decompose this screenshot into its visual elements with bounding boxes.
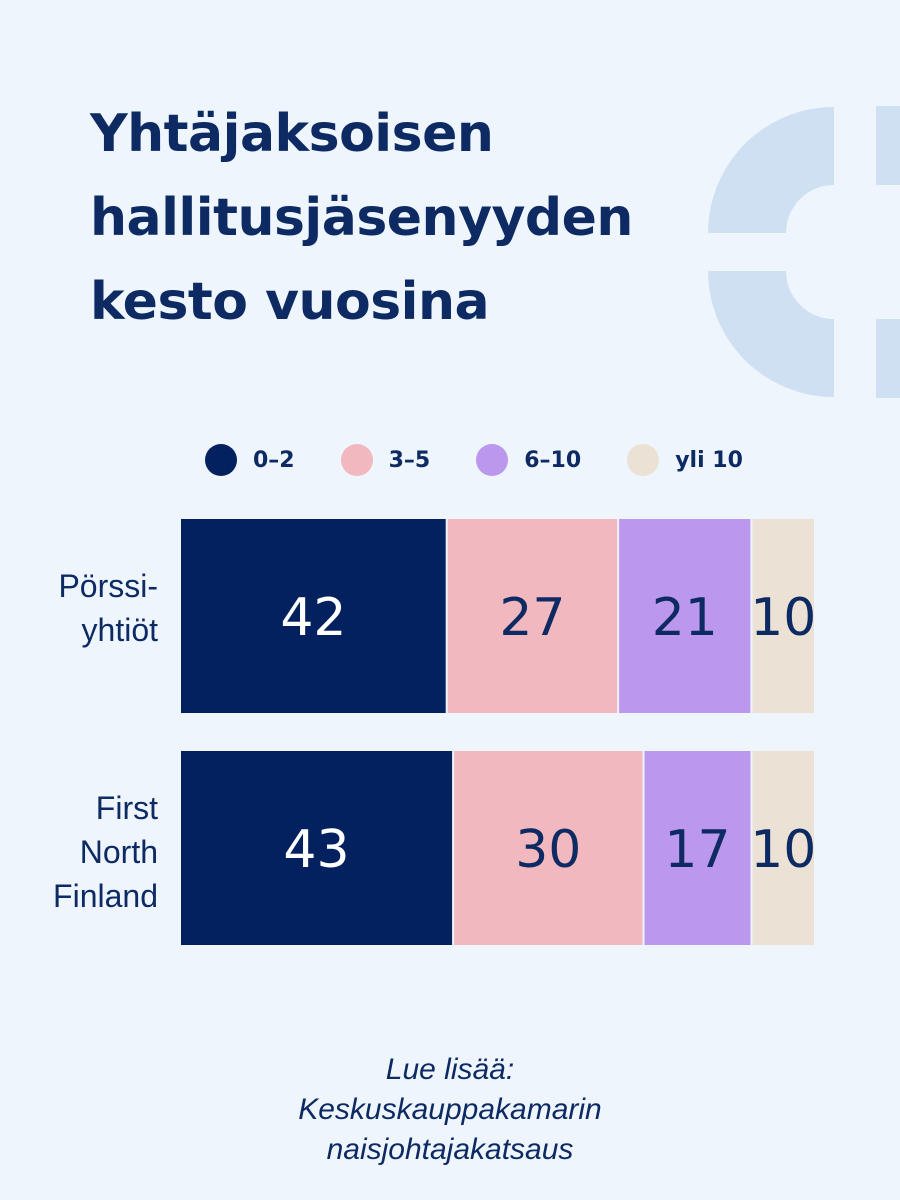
legend-label-3-5: 3–5 xyxy=(388,447,431,473)
title-line-3: kesto vuosina xyxy=(90,272,490,332)
chart-legend: 0–2 3–5 6–10 yli 10 xyxy=(205,440,789,480)
footer-line-3: naisjohtajakatsaus xyxy=(326,1133,574,1166)
legend-swatch-0-2 xyxy=(205,444,237,476)
logo-decoration-icon xyxy=(708,106,900,398)
data-label-row1-series0: 43 xyxy=(283,820,349,880)
row-label-line: yhtiöt xyxy=(81,612,158,648)
data-label-row0-series1: 27 xyxy=(499,588,565,648)
legend-item-0-2: 0–2 xyxy=(205,444,295,476)
bar-segment-row1-series0 xyxy=(181,751,453,945)
legend-item-3-5: 3–5 xyxy=(340,444,431,476)
bar-segment-row1-series3 xyxy=(752,751,814,945)
row-label-line: First xyxy=(95,790,158,826)
footer-line-2: Keskuskauppakamarin xyxy=(298,1093,602,1126)
data-label-row1-series2: 17 xyxy=(664,820,730,880)
bar-segment-row0-series1 xyxy=(447,519,618,713)
legend-item-6-10: 6–10 xyxy=(476,444,581,476)
data-label-row0-series2: 21 xyxy=(652,588,718,648)
stacked-bar-chart: 42 27 21 10 43 30 17 10 xyxy=(181,519,816,945)
footer-note: Lue lisää: Keskuskauppakamarin naisjohta… xyxy=(0,1050,900,1170)
row-label-first-north-finland: First North Finland xyxy=(0,786,158,918)
title-line-1: Yhtäjaksoisen xyxy=(90,104,494,164)
bar-segment-row1-series2 xyxy=(644,751,751,945)
footer-line-1: Lue lisää: xyxy=(385,1053,515,1086)
bar-segment-row0-series0 xyxy=(181,519,446,713)
data-label-row0-series3: 10 xyxy=(750,588,816,648)
data-label-row1-series1: 30 xyxy=(515,820,581,880)
bar-segment-row0-series2 xyxy=(619,519,751,713)
bar-segment-row1-series1 xyxy=(454,751,643,945)
row-label-porssiyhtiot: Pörssi- yhtiöt xyxy=(0,564,158,652)
legend-label-6-10: 6–10 xyxy=(524,447,582,473)
data-label-row0-series0: 42 xyxy=(280,588,346,648)
legend-label-yli-10: yli 10 xyxy=(675,447,743,473)
title-line-2: hallitusjäsenyyden xyxy=(90,188,633,248)
legend-item-yli-10: yli 10 xyxy=(627,444,743,476)
legend-swatch-3-5 xyxy=(340,444,373,476)
row-label-line: Pörssi- xyxy=(58,568,158,604)
legend-swatch-6-10 xyxy=(476,444,509,476)
row-label-line: North xyxy=(79,834,158,870)
chart-title: Yhtäjaksoisen hallitusjäsenyyden kesto v… xyxy=(90,92,690,344)
bar-segment-row0-series3 xyxy=(752,519,814,713)
legend-label-0-2: 0–2 xyxy=(253,447,295,473)
row-label-line: Finland xyxy=(53,878,158,914)
legend-swatch-yli-10 xyxy=(627,444,660,476)
data-label-row1-series3: 10 xyxy=(750,820,816,880)
